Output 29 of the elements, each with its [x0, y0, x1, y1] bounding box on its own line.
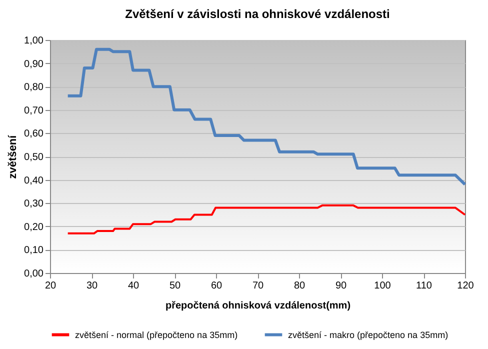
x-tick-label: 40: [128, 280, 140, 292]
x-tick-label: 70: [252, 280, 264, 292]
y-tick-label: 1,00: [24, 36, 44, 46]
x-tick-label: 110: [416, 280, 432, 292]
y-tick-label: 0,50: [24, 152, 44, 163]
y-tick-label: 0,80: [24, 82, 44, 94]
x-axis-title: přepočtená ohnisková vzdálenost(mm): [165, 300, 351, 312]
y-tick-label: 0,20: [24, 222, 44, 233]
y-tick-label: 0,90: [24, 58, 44, 70]
y-tick-label: 0,40: [24, 175, 44, 186]
x-tick-label: 30: [86, 280, 98, 292]
y-axis-title: zvětšení: [7, 134, 20, 179]
x-tick-label: 20: [44, 280, 56, 292]
y-tick-label: 0,70: [24, 105, 44, 116]
x-tick-label: 90: [335, 280, 347, 292]
x-tick-label: 50: [169, 280, 181, 292]
x-tick-label: 120: [457, 280, 474, 292]
y-tick-label: 0,30: [24, 198, 44, 210]
y-tick-label: 0,00: [24, 268, 44, 280]
y-tick-label: 0,60: [24, 128, 44, 140]
y-tick-label: 0,10: [24, 245, 44, 256]
line-series: [66, 204, 466, 234]
chart-title: Zvětšení v závislosti na ohniskové vzdálenosti: [125, 7, 390, 21]
legend-label: zvětšení - normal (přepočteno na 35mm): [75, 330, 238, 340]
x-tick-label: 100: [374, 280, 392, 292]
legend-label: zvětšení - makro (přepočteno na 35mm): [288, 330, 448, 340]
line-series: [66, 48, 466, 186]
x-tick-label: 60: [210, 280, 222, 292]
x-tick-label: 80: [294, 280, 306, 292]
